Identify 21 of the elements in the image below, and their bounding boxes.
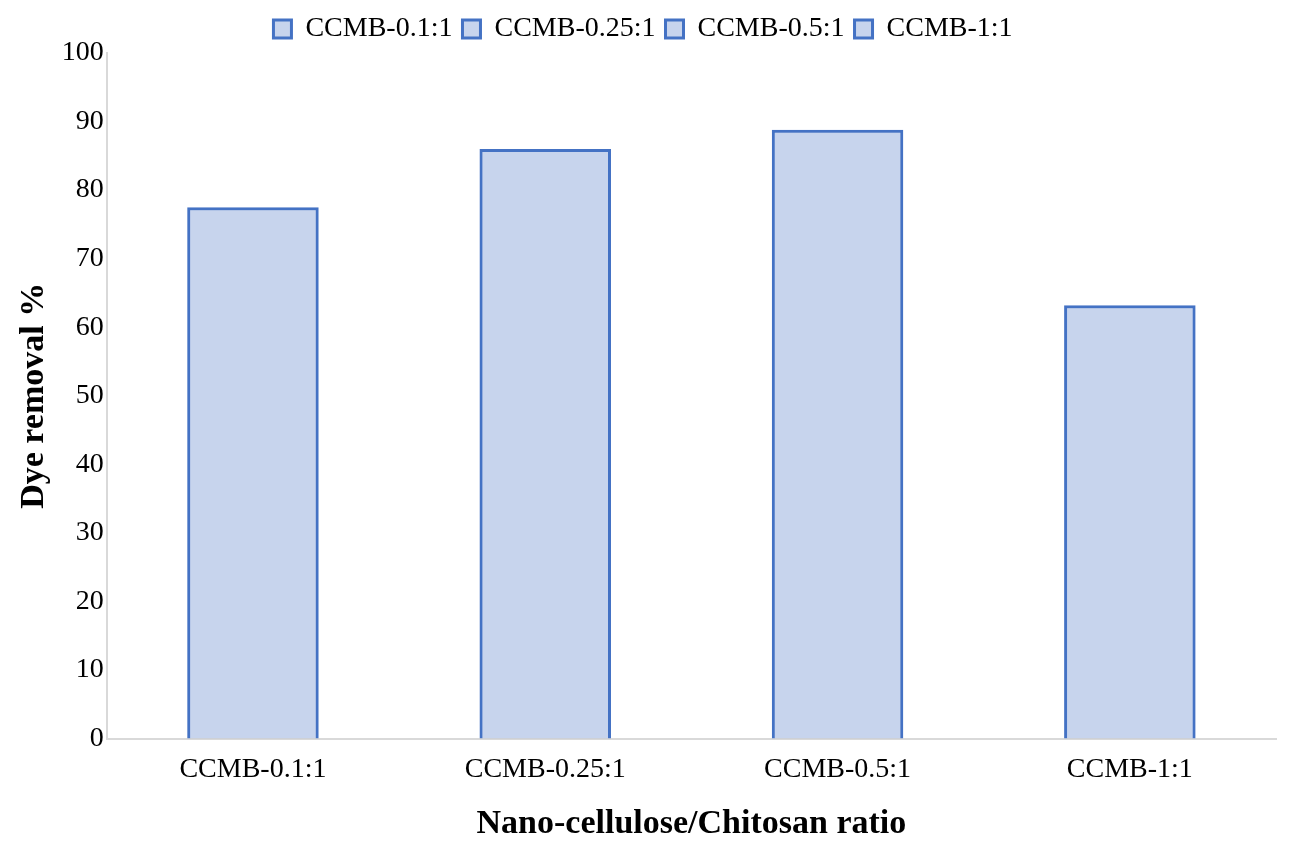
y-tick-label: 0 — [89, 720, 104, 752]
x-axis-title: Nano-cellulose/Chitosan ratio — [476, 803, 907, 841]
y-tick-label: 30 — [75, 515, 104, 547]
y-tick-label: 40 — [75, 446, 104, 478]
y-axis-title: Dye removal % — [13, 282, 51, 509]
x-tick-label: CCMB-1:1 — [1066, 751, 1193, 783]
legend-label: CCMB-0.25:1 — [494, 11, 656, 43]
y-tick-label: 80 — [75, 172, 104, 204]
y-tick-label: 70 — [75, 241, 104, 273]
y-tick-label: 50 — [75, 378, 104, 410]
y-tick-label: 100 — [61, 35, 104, 67]
legend-label: CCMB-0.1:1 — [305, 11, 453, 43]
x-tick-label: CCMB-0.5:1 — [764, 751, 912, 783]
legend-label: CCMB-1:1 — [886, 11, 1013, 43]
y-tick-label: 90 — [75, 103, 104, 135]
y-tick-label: 10 — [75, 652, 104, 684]
x-tick-label: CCMB-0.25:1 — [464, 751, 626, 783]
y-tick-label: 20 — [75, 583, 104, 615]
x-tick-label: CCMB-0.1:1 — [179, 751, 327, 783]
legend-label: CCMB-0.5:1 — [697, 11, 845, 43]
y-tick-label: 60 — [75, 309, 104, 341]
